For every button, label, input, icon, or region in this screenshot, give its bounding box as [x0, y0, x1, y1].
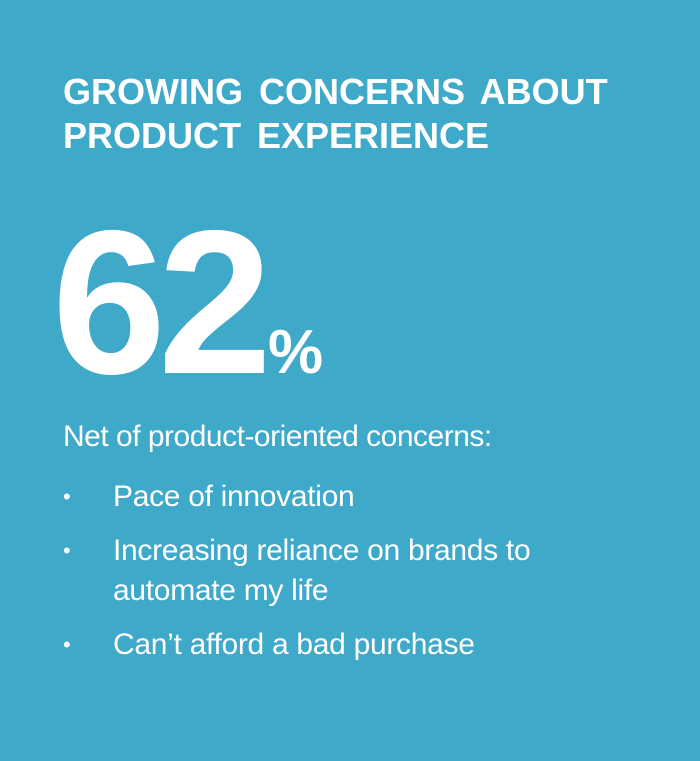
bullet-list: Pace of innovation Increasing reliance on… [63, 477, 623, 679]
stat: 62% [52, 200, 323, 405]
title: GROWING CONCERNS ABOUT PRODUCT EXPERIENC… [63, 71, 608, 156]
stat-value: 62 [52, 188, 272, 417]
stat-unit: % [268, 318, 324, 387]
bullet-item: Pace of innovation [63, 477, 623, 517]
bullet-item: Can’t afford a bad purchase [63, 625, 623, 665]
intro: Net of product-oriented concerns: [63, 420, 492, 453]
bullet-item: Increasing reliance on brands to automat… [63, 531, 623, 611]
